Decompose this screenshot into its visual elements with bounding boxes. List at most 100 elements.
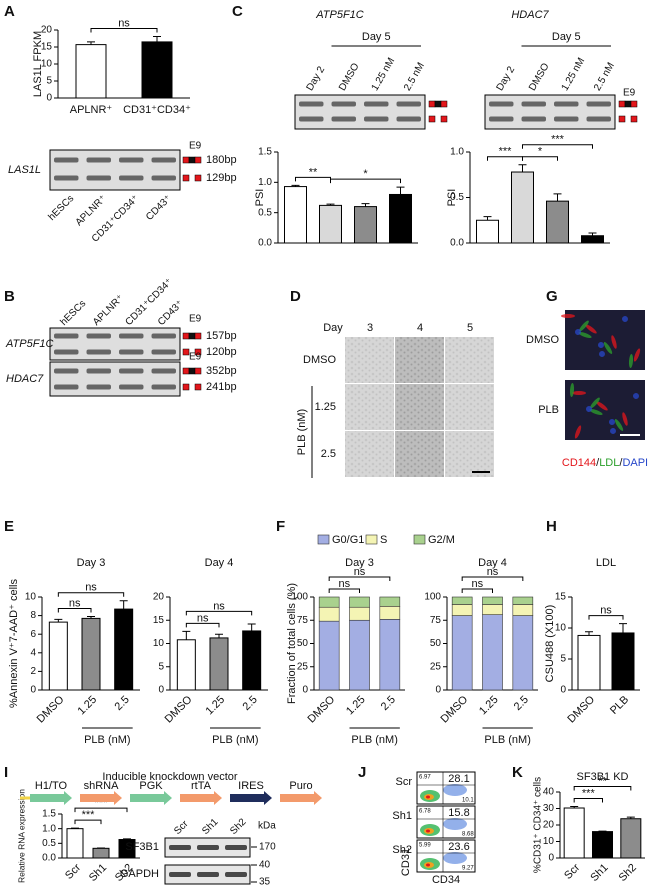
gel <box>50 328 180 360</box>
bar <box>285 187 307 243</box>
y-tick-label: 0.0 <box>258 238 272 249</box>
exon-label: E9 <box>189 314 202 325</box>
significance-label: ns <box>85 582 97 594</box>
bar <box>578 635 600 690</box>
exon-icon <box>195 384 201 390</box>
band-size: 241bp <box>206 381 237 393</box>
y-tick-label: 10 <box>25 592 37 603</box>
y-tick-label: 1.5 <box>42 809 56 820</box>
y-tick-label: 20 <box>153 592 165 603</box>
band-size: 129bp <box>206 172 237 184</box>
quadrant-value: 10.1 <box>462 798 474 804</box>
protein-label: SF3B1 <box>125 841 159 853</box>
exon-icon <box>619 101 625 107</box>
gel-band <box>87 369 112 374</box>
y-tick-label: 5 <box>46 76 52 87</box>
bar-segment <box>319 607 339 621</box>
exon-icon <box>183 333 189 339</box>
x-tick-label: 1.25 <box>76 694 100 718</box>
y-tick-label: 1.5 <box>258 147 272 158</box>
quadrant-value: 23.6 <box>448 841 469 853</box>
gel-band <box>489 117 514 122</box>
legend-label: G2/M <box>428 534 455 546</box>
y-tick-label: 0 <box>302 685 308 696</box>
y-tick-label: 50 <box>297 638 309 649</box>
legend-swatch <box>366 535 377 544</box>
bar-segment <box>483 615 503 690</box>
x-tick-label: DMSO <box>35 693 67 725</box>
x-tick-label: Scr <box>63 861 83 881</box>
significance-label: ns <box>213 600 225 612</box>
bar-segment <box>350 607 370 620</box>
exon-icon <box>625 101 631 107</box>
micrograph-texture <box>445 384 494 430</box>
column-header: 4 <box>417 322 423 334</box>
lane-label: hESCs <box>46 193 76 223</box>
x-tick-label: APLNR⁺ <box>70 104 113 116</box>
exon-icon <box>183 175 189 181</box>
gel-band <box>119 334 144 339</box>
y-tick-label: 0.0 <box>42 853 56 864</box>
gel-band <box>87 158 112 163</box>
y-axis-label: CD31 <box>400 848 412 876</box>
flow-density <box>443 818 467 830</box>
panel-letter: D <box>290 288 301 305</box>
y-tick-label: 0.5 <box>258 207 272 218</box>
y-tick-label: 25 <box>297 661 309 672</box>
column-header: Day <box>323 322 343 334</box>
gel-band <box>587 117 612 122</box>
y-tick-label: 5 <box>560 654 566 665</box>
protein-label: GAPDH <box>120 868 159 880</box>
y-axis-label: %Annexin V⁺7-AAD⁺ cells <box>8 579 20 708</box>
bar-segment <box>513 616 533 690</box>
panel-letter: A <box>4 3 15 20</box>
panel-letter: I <box>4 764 8 781</box>
panel-letter: F <box>276 518 285 535</box>
lane-label: Sh2 <box>228 816 249 837</box>
vector-element <box>180 791 222 805</box>
marker-label: 35 <box>259 877 271 886</box>
gel-band <box>87 385 112 390</box>
bar <box>593 832 613 858</box>
x-tick-label: Scr <box>562 861 582 881</box>
exon-icon <box>195 333 201 339</box>
exon-icon <box>429 116 435 122</box>
y-tick-label: 8 <box>30 610 36 621</box>
bar <box>67 829 83 858</box>
panel-letter: J <box>358 764 366 781</box>
group-label: Day 5 <box>362 31 391 43</box>
micrograph-texture <box>395 431 444 477</box>
x-axis-label: CD34 <box>432 874 460 886</box>
gel-band <box>554 102 579 107</box>
bar <box>93 848 109 858</box>
bar <box>390 194 412 243</box>
flow-density <box>443 784 467 796</box>
sample-label: Sh1 <box>392 810 412 822</box>
gel-band <box>489 102 514 107</box>
bar-segment <box>319 597 339 607</box>
exon-icon <box>441 101 447 107</box>
bar <box>547 201 569 243</box>
gel-band <box>364 117 389 122</box>
bar <box>320 205 342 243</box>
panel-letter: B <box>4 288 15 305</box>
bar-segment <box>350 597 370 607</box>
bar-segment <box>483 597 503 604</box>
bar-segment <box>350 620 370 690</box>
stain-legend: CD144/LDL/DAPI <box>562 457 648 469</box>
quadrant-value: 6.97 <box>419 775 431 781</box>
x-tick-label: CD31⁺CD34⁺ <box>123 104 191 116</box>
quadrant-value: 9.27 <box>462 866 474 872</box>
vector-element <box>230 791 272 805</box>
y-tick-label: 10 <box>153 638 165 649</box>
lane-label: CD43⁺ <box>144 193 174 223</box>
gel-band <box>554 117 579 122</box>
lane-label: Day 2 <box>495 64 518 93</box>
y-tick-label: 5 <box>158 661 164 672</box>
y-tick-label: 10 <box>555 623 567 634</box>
y-axis-label: Relative RNA expression <box>16 789 26 883</box>
bar <box>142 42 172 98</box>
micrograph-texture <box>395 384 444 430</box>
gel-band <box>152 334 177 339</box>
